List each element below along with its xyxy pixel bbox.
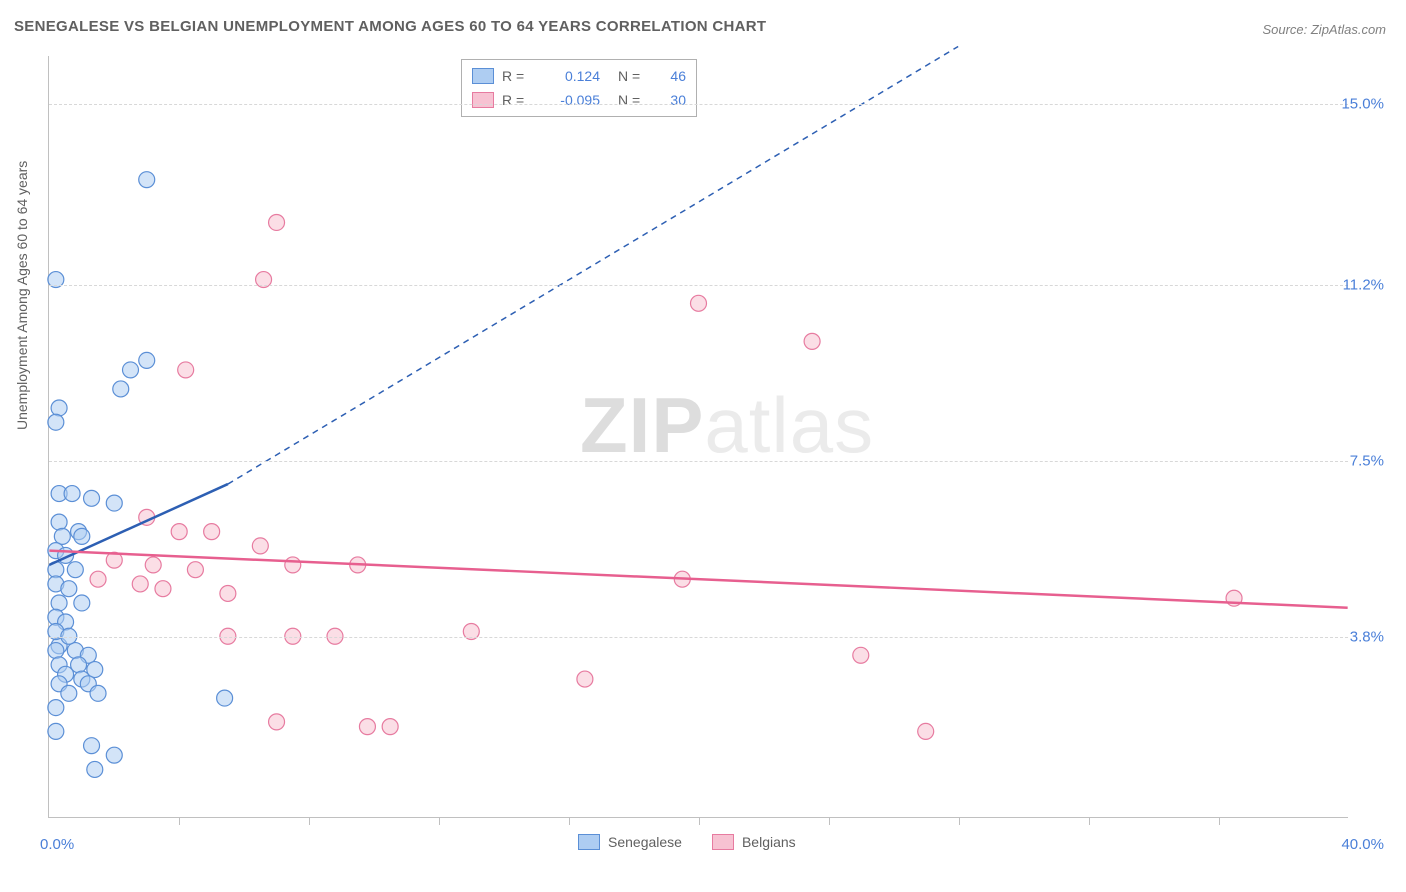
y-tick-label: 15.0% (1341, 95, 1384, 112)
data-point (84, 490, 100, 506)
data-point (64, 486, 80, 502)
x-tick (1219, 817, 1220, 825)
data-point (252, 538, 268, 554)
legend-swatch (472, 92, 494, 108)
gridline (49, 461, 1348, 462)
legend-row: R = 0.124 N = 46 (472, 64, 686, 88)
series-legend-item: Senegalese (578, 834, 682, 850)
legend-n-label: N = (618, 92, 648, 108)
data-point (87, 761, 103, 777)
y-tick-label: 3.8% (1350, 629, 1384, 646)
data-point (577, 671, 593, 687)
data-point (123, 362, 139, 378)
data-point (84, 738, 100, 754)
data-point (853, 647, 869, 663)
data-point (51, 595, 67, 611)
data-point (204, 524, 220, 540)
x-axis-min-label: 0.0% (40, 836, 74, 853)
x-tick (569, 817, 570, 825)
x-tick (179, 817, 180, 825)
legend-n-value: 46 (656, 68, 686, 84)
data-point (178, 362, 194, 378)
x-tick (699, 817, 700, 825)
series-legend-item: Belgians (712, 834, 796, 850)
data-point (67, 562, 83, 578)
data-point (285, 557, 301, 573)
series-legend-label: Senegalese (608, 834, 682, 850)
data-point (48, 643, 64, 659)
x-axis-max-label: 40.0% (1341, 836, 1384, 853)
data-point (48, 414, 64, 430)
data-point (187, 562, 203, 578)
series-legend: Senegalese Belgians (578, 834, 796, 850)
x-tick (309, 817, 310, 825)
data-point (48, 700, 64, 716)
data-point (106, 495, 122, 511)
x-tick (1089, 817, 1090, 825)
data-point (804, 333, 820, 349)
data-point (54, 528, 70, 544)
data-point (90, 571, 106, 587)
data-point (106, 747, 122, 763)
data-point (171, 524, 187, 540)
data-point (217, 690, 233, 706)
gridline (49, 637, 1348, 638)
legend-swatch (712, 834, 734, 850)
data-point (48, 723, 64, 739)
scatter-svg (49, 56, 1348, 817)
y-axis-label: Unemployment Among Ages 60 to 64 years (14, 161, 30, 430)
legend-r-label: R = (502, 92, 532, 108)
data-point (269, 214, 285, 230)
source-label: Source: ZipAtlas.com (1262, 22, 1386, 37)
legend-r-value: -0.095 (540, 92, 600, 108)
gridline (49, 104, 1348, 105)
legend-row: R = -0.095 N = 30 (472, 88, 686, 112)
data-point (145, 557, 161, 573)
data-point (139, 352, 155, 368)
data-point (691, 295, 707, 311)
y-tick-label: 11.2% (1343, 276, 1384, 293)
data-point (359, 719, 375, 735)
data-point (220, 585, 236, 601)
data-point (113, 381, 129, 397)
data-point (269, 714, 285, 730)
legend-r-value: 0.124 (540, 68, 600, 84)
legend-n-label: N = (618, 68, 648, 84)
gridline (49, 285, 1348, 286)
data-point (61, 685, 77, 701)
x-tick (829, 817, 830, 825)
legend-r-label: R = (502, 68, 532, 84)
series-legend-label: Belgians (742, 834, 796, 850)
chart-plot-area: R = 0.124 N = 46 R = -0.095 N = 30 (48, 56, 1348, 818)
data-point (132, 576, 148, 592)
data-point (51, 514, 67, 530)
correlation-legend: R = 0.124 N = 46 R = -0.095 N = 30 (461, 59, 697, 117)
x-tick (959, 817, 960, 825)
legend-n-value: 30 (656, 92, 686, 108)
chart-title: SENEGALESE VS BELGIAN UNEMPLOYMENT AMONG… (14, 18, 766, 35)
data-point (61, 581, 77, 597)
data-point (139, 172, 155, 188)
legend-swatch (578, 834, 600, 850)
x-tick (439, 817, 440, 825)
legend-swatch (472, 68, 494, 84)
data-point (90, 685, 106, 701)
data-point (51, 400, 67, 416)
data-point (74, 595, 90, 611)
y-tick-label: 7.5% (1350, 452, 1384, 469)
data-point (382, 719, 398, 735)
data-point (74, 528, 90, 544)
data-point (155, 581, 171, 597)
data-point (918, 723, 934, 739)
